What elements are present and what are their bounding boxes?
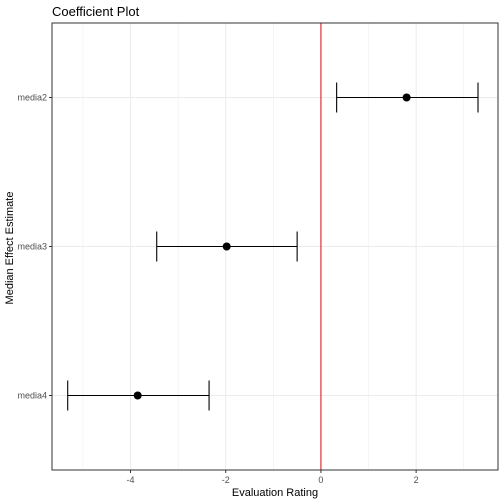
marks	[67, 82, 479, 411]
coefficient-media4	[67, 380, 210, 411]
chart-title: Coefficient Plot	[52, 4, 140, 19]
point-estimate	[402, 93, 411, 102]
coefficient-media3	[156, 231, 298, 262]
x-tick-label: -4	[127, 475, 135, 485]
x-axis: -4 -2 0 2	[127, 470, 419, 485]
point-estimate	[133, 391, 142, 400]
y-tick-label: media4	[17, 391, 47, 401]
y-axis-title: Median Effect Estimate	[4, 192, 16, 305]
point-estimate	[222, 242, 231, 251]
y-axis: media2 media3 media4	[17, 93, 52, 401]
x-tick-label: 2	[414, 475, 419, 485]
x-axis-title: Evaluation Rating	[232, 487, 318, 499]
x-tick-label: -2	[222, 475, 230, 485]
y-tick-label: media3	[17, 242, 47, 252]
x-tick-label: 0	[318, 475, 323, 485]
coefficient-media2	[336, 82, 479, 113]
y-tick-label: media2	[17, 93, 47, 103]
